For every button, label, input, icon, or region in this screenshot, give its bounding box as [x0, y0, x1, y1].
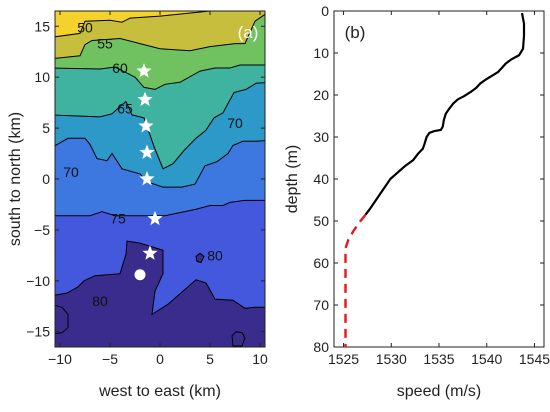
station-star — [142, 245, 158, 260]
x-tick-label: 0 — [156, 351, 164, 367]
panel-b-y-ticks: 0 10 20 30 40 50 60 70 80 — [313, 3, 544, 355]
x-tick-label: 1525 — [328, 351, 359, 367]
x-tick-label: 1530 — [376, 351, 407, 367]
panel-b-x-axis-label: speed (m/s) — [397, 383, 481, 400]
contour-line — [55, 82, 265, 170]
station-markers — [134, 63, 163, 281]
y-tick-label: −15 — [26, 324, 50, 340]
contour-blob — [55, 304, 69, 335]
contour-fills — [55, 11, 265, 347]
y-tick-label: 20 — [313, 87, 329, 103]
x-tick-label: 10 — [252, 351, 268, 367]
station-circle — [134, 269, 146, 281]
y-tick-label: 30 — [313, 129, 329, 145]
contour-label: 60 — [112, 60, 128, 76]
sound-speed-measured-line — [364, 12, 526, 216]
contour-line — [55, 64, 265, 90]
contour-label: 50 — [77, 19, 93, 35]
contour-line — [55, 240, 265, 316]
sound-speed-extrapolated-line — [344, 213, 367, 347]
y-tick-label: 10 — [34, 69, 50, 85]
y-tick-label: 0 — [42, 171, 50, 187]
station-star — [139, 144, 155, 159]
contour-label: 80 — [207, 247, 223, 263]
x-tick-label: −5 — [102, 351, 118, 367]
panel-a-label: (a) — [238, 23, 259, 42]
contour-label: 55 — [97, 36, 113, 52]
x-tick-label: 1540 — [471, 351, 502, 367]
panel-b-label: (b) — [345, 23, 366, 42]
x-tick-label: 1535 — [423, 351, 454, 367]
panel-b-series — [344, 12, 526, 347]
station-star — [138, 118, 154, 133]
station-star — [137, 91, 153, 107]
panel-a-y-axis-label: south to north (km) — [7, 112, 24, 246]
contour-label: 70 — [227, 115, 243, 131]
panel-a-x-ticks: −10 −5 0 5 10 — [48, 11, 268, 367]
y-tick-label: 50 — [313, 213, 329, 229]
contour-blob — [195, 252, 205, 264]
station-star — [139, 171, 155, 186]
panel-b-x-ticks: 1525 1530 1535 1540 1545 — [328, 11, 550, 367]
y-tick-label: −10 — [26, 273, 50, 289]
y-tick-label: 5 — [42, 120, 50, 136]
contour-line — [55, 13, 265, 59]
station-star — [147, 210, 163, 226]
y-tick-label: 15 — [34, 18, 50, 34]
station-star — [136, 63, 152, 78]
panel-a-y-ticks: −15 −10 −5 0 5 10 15 — [26, 18, 265, 340]
contour-line — [55, 137, 265, 188]
y-tick-label: 70 — [313, 297, 329, 313]
y-tick-label: −5 — [34, 222, 50, 238]
contour-label: 75 — [110, 211, 126, 227]
contour-blob — [231, 331, 246, 347]
y-tick-label: 60 — [313, 255, 329, 271]
contour-label: 80 — [92, 293, 108, 309]
panel-b-y-axis-label: depth (m) — [284, 145, 301, 213]
contour-line — [55, 199, 265, 217]
x-tick-label: −10 — [48, 351, 72, 367]
x-tick-label: 5 — [206, 351, 214, 367]
y-tick-label: 80 — [313, 339, 329, 355]
contour-lines — [55, 11, 265, 316]
y-tick-label: 10 — [313, 45, 329, 61]
y-tick-label: 40 — [313, 171, 329, 187]
panel-a-x-axis-label: west to east (km) — [98, 383, 221, 400]
contour-line — [55, 11, 213, 38]
y-tick-label: 0 — [321, 3, 329, 19]
contour-label: 65 — [117, 101, 133, 117]
panel-b-axes-box — [333, 10, 545, 348]
x-tick-label: 1545 — [519, 351, 550, 367]
panel-b: 1525 1530 1535 1540 1545 0 10 20 30 40 50 60 70 80 (… — [284, 3, 550, 400]
contour-label: 70 — [63, 164, 79, 180]
